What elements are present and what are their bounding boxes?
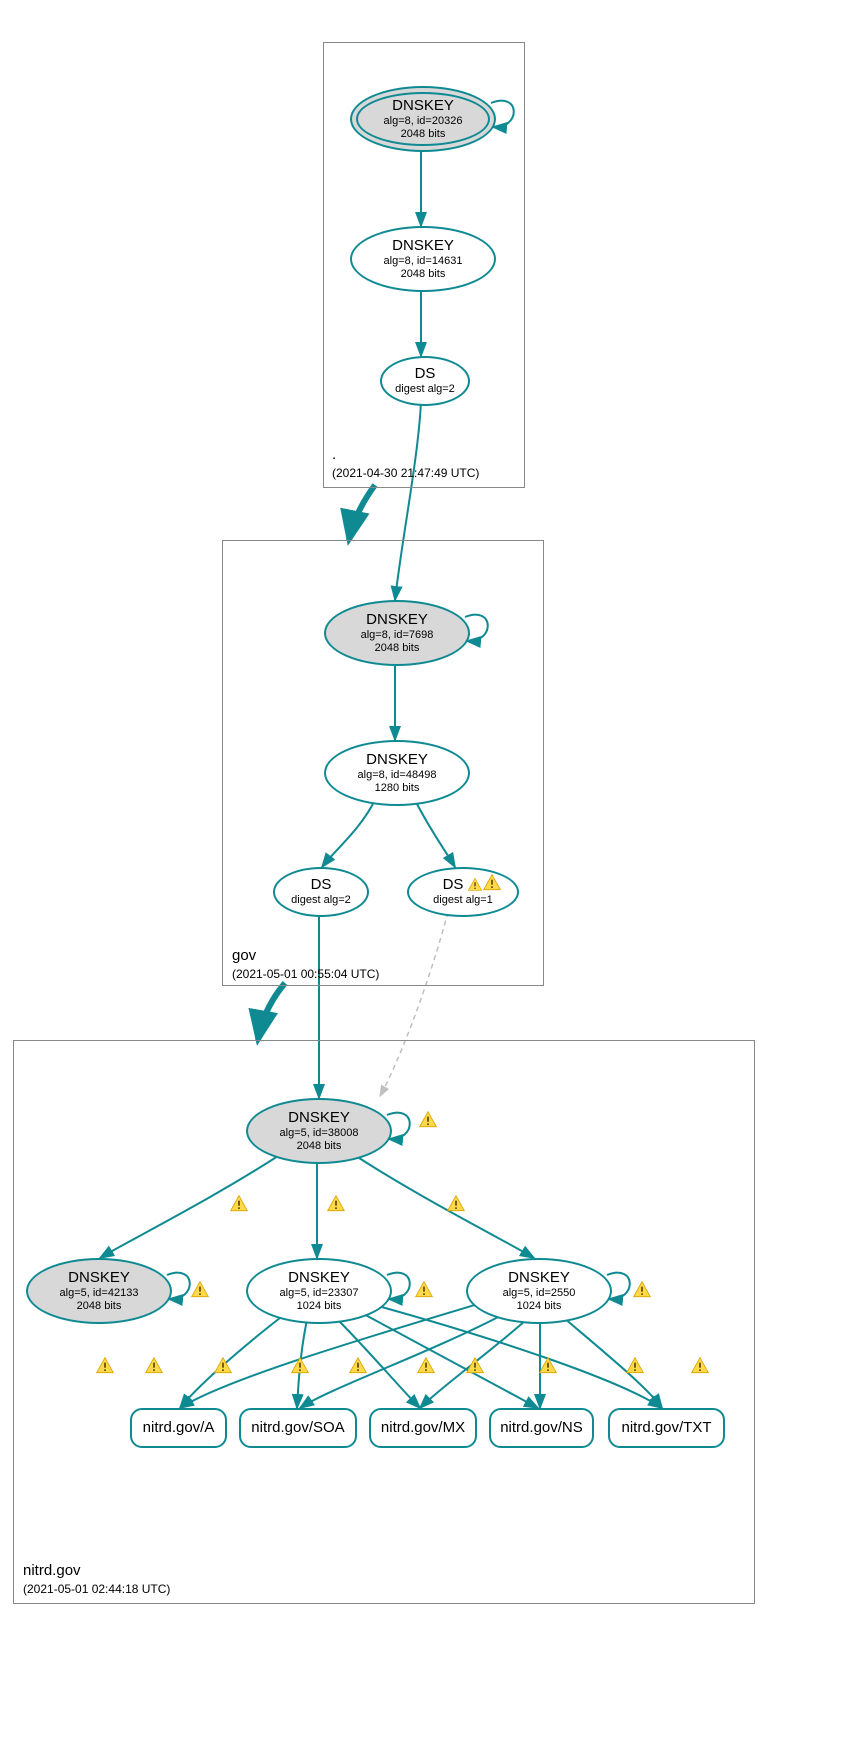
node-title: nitrd.gov/MX bbox=[381, 1419, 465, 1437]
warning-icon bbox=[348, 1356, 368, 1376]
warning-icon bbox=[465, 1356, 485, 1376]
node-root-ds[interactable]: DSdigest alg=2 bbox=[380, 356, 470, 406]
node-subtext: 1280 bits bbox=[375, 782, 420, 795]
node-title: DNSKEY bbox=[288, 1269, 350, 1287]
node-subtext: alg=5, id=23307 bbox=[280, 1287, 359, 1300]
warning-icon bbox=[190, 1280, 210, 1300]
node-title: DS bbox=[311, 876, 332, 894]
node-rr-txt[interactable]: nitrd.gov/TXT bbox=[608, 1408, 725, 1448]
zone-arrow bbox=[258, 983, 285, 1040]
warning-icon bbox=[213, 1356, 233, 1376]
warning-icon bbox=[625, 1356, 645, 1376]
node-title: nitrd.gov/A bbox=[143, 1419, 215, 1437]
node-subtext: 1024 bits bbox=[517, 1300, 562, 1313]
node-title: DS bbox=[415, 365, 436, 383]
zone-label-nitrd: nitrd.gov bbox=[23, 1562, 81, 1579]
node-rr-ns[interactable]: nitrd.gov/NS bbox=[489, 1408, 594, 1448]
node-subtext: alg=8, id=7698 bbox=[361, 629, 434, 642]
node-gov-ksk[interactable]: DNSKEYalg=8, id=76982048 bits bbox=[324, 600, 470, 666]
node-rr-a[interactable]: nitrd.gov/A bbox=[130, 1408, 227, 1448]
zone-timestamp-nitrd: (2021-05-01 02:44:18 UTC) bbox=[23, 1582, 170, 1596]
zone-timestamp-root: (2021-04-30 21:47:49 UTC) bbox=[332, 466, 479, 480]
warning-icon bbox=[446, 1194, 466, 1214]
node-rr-mx[interactable]: nitrd.gov/MX bbox=[369, 1408, 477, 1448]
node-subtext: alg=8, id=20326 bbox=[384, 115, 463, 128]
warning-icon bbox=[229, 1194, 249, 1214]
zone-arrow bbox=[349, 485, 375, 540]
node-root-ksk[interactable]: DNSKEYalg=8, id=203262048 bits bbox=[350, 86, 496, 152]
node-subtext: 2048 bits bbox=[401, 128, 446, 141]
node-subtext: digest alg=1 bbox=[433, 894, 493, 907]
node-gov-ds2[interactable]: DSdigest alg=1 bbox=[407, 867, 519, 917]
node-subtext: alg=5, id=38008 bbox=[280, 1127, 359, 1140]
zone-label-root: . bbox=[332, 446, 336, 463]
node-rr-soa[interactable]: nitrd.gov/SOA bbox=[239, 1408, 357, 1448]
warning-icon bbox=[290, 1356, 310, 1376]
node-title: DNSKEY bbox=[68, 1269, 130, 1287]
node-nitrd-ksk[interactable]: DNSKEYalg=5, id=380082048 bits bbox=[246, 1098, 392, 1164]
node-nitrd-zsk3[interactable]: DNSKEYalg=5, id=25501024 bits bbox=[466, 1258, 612, 1324]
node-root-zsk[interactable]: DNSKEYalg=8, id=146312048 bits bbox=[350, 226, 496, 292]
node-subtext: alg=5, id=42133 bbox=[60, 1287, 139, 1300]
node-subtext: alg=8, id=48498 bbox=[358, 769, 437, 782]
node-subtext: alg=8, id=14631 bbox=[384, 255, 463, 268]
node-title: DNSKEY bbox=[392, 97, 454, 115]
node-nitrd-zsk2[interactable]: DNSKEYalg=5, id=233071024 bits bbox=[246, 1258, 392, 1324]
warning-icon bbox=[326, 1194, 346, 1214]
node-subtext: alg=5, id=2550 bbox=[503, 1287, 576, 1300]
warning-icon bbox=[482, 873, 502, 893]
node-subtext: 2048 bits bbox=[375, 642, 420, 655]
node-title: DNSKEY bbox=[392, 237, 454, 255]
node-title: nitrd.gov/SOA bbox=[251, 1419, 344, 1437]
node-title: DNSKEY bbox=[366, 611, 428, 629]
warning-icon bbox=[418, 1110, 438, 1130]
warning-icon bbox=[632, 1280, 652, 1300]
node-title: DNSKEY bbox=[366, 751, 428, 769]
zone-timestamp-gov: (2021-05-01 00:55:04 UTC) bbox=[232, 967, 379, 981]
node-subtext: digest alg=2 bbox=[395, 383, 455, 396]
node-subtext: 1024 bits bbox=[297, 1300, 342, 1313]
node-title: nitrd.gov/NS bbox=[500, 1419, 583, 1437]
warning-icon bbox=[95, 1356, 115, 1376]
warning-icon bbox=[414, 1280, 434, 1300]
warning-icon bbox=[144, 1356, 164, 1376]
node-gov-zsk[interactable]: DNSKEYalg=8, id=484981280 bits bbox=[324, 740, 470, 806]
node-subtext: digest alg=2 bbox=[291, 894, 351, 907]
node-nitrd-zsk1[interactable]: DNSKEYalg=5, id=421332048 bits bbox=[26, 1258, 172, 1324]
zone-label-gov: gov bbox=[232, 947, 256, 964]
node-subtext: 2048 bits bbox=[77, 1300, 122, 1313]
node-subtext: 2048 bits bbox=[297, 1140, 342, 1153]
warning-icon bbox=[538, 1356, 558, 1376]
node-title: DNSKEY bbox=[288, 1109, 350, 1127]
node-title: DS bbox=[443, 876, 464, 894]
warning-icon bbox=[690, 1356, 710, 1376]
node-title: nitrd.gov/TXT bbox=[621, 1419, 711, 1437]
warning-icon bbox=[416, 1356, 436, 1376]
node-title: DNSKEY bbox=[508, 1269, 570, 1287]
node-gov-ds1[interactable]: DSdigest alg=2 bbox=[273, 867, 369, 917]
node-subtext: 2048 bits bbox=[401, 268, 446, 281]
